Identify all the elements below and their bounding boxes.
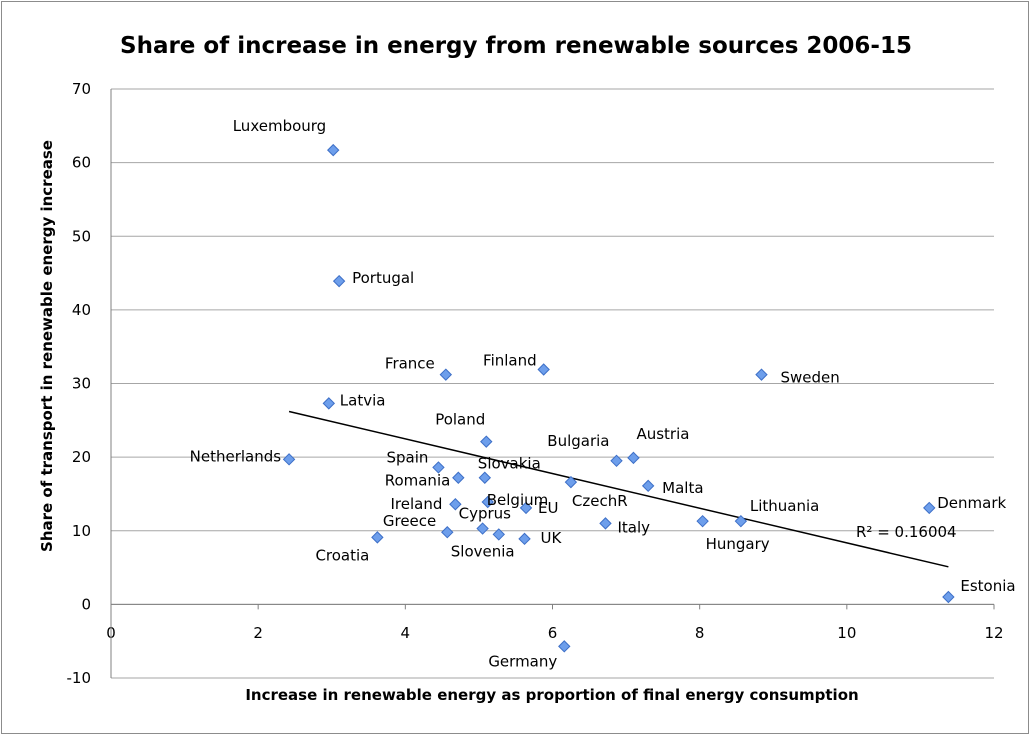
y-tick-label: 70	[72, 80, 91, 98]
point-sweden	[755, 368, 768, 381]
y-tick-label: 20	[72, 448, 91, 466]
point-label-belgium: Belgium	[487, 491, 549, 509]
point-germany	[558, 640, 571, 653]
y-tick-label: 30	[72, 375, 91, 393]
point-finland	[537, 363, 550, 376]
point-hungary	[696, 514, 709, 528]
x-tick-label: 8	[695, 624, 705, 642]
point-label-slovenia: Slovenia	[451, 542, 515, 560]
y-tick-label: 50	[72, 227, 91, 245]
point-label-italy: Italy	[617, 518, 650, 536]
x-tick-label: 2	[253, 624, 263, 642]
point-luxembourg	[327, 143, 340, 157]
x-tick-label: 10	[837, 624, 856, 642]
point-label-lithuania: Lithuania	[750, 497, 819, 515]
point-czechr	[564, 475, 578, 489]
point-france	[439, 368, 453, 381]
point-lithuania	[734, 514, 748, 528]
point-label-poland: Poland	[435, 411, 485, 429]
point-label-austria: Austria	[636, 425, 689, 443]
point-label-portugal: Portugal	[352, 269, 414, 287]
point-eu	[519, 501, 533, 515]
point-label-denmark: Denmark	[937, 494, 1006, 512]
chart-title: Share of increase in energy from renewab…	[120, 33, 912, 59]
y-tick-label: 40	[72, 301, 91, 319]
point-cyprus	[476, 522, 489, 535]
point-greece	[441, 526, 454, 539]
y-tick-label: 10	[72, 522, 91, 540]
y-axis-ticks: -10 0 10 20 30 40 50 60 70	[67, 80, 92, 687]
point-slovenia	[492, 528, 505, 541]
point-label-france: France	[385, 355, 435, 373]
point-label-germany: Germany	[488, 652, 557, 670]
r-squared-label: R² = 0.16004	[856, 523, 957, 541]
point-portugal	[332, 274, 346, 288]
point-uk	[518, 532, 531, 546]
point-label-hungary: Hungary	[706, 535, 770, 553]
point-spain	[432, 461, 445, 474]
point-label-romania: Romania	[385, 472, 451, 490]
gridlines	[111, 88, 994, 679]
point-labels: Luxembourg Portugal France Finland Sweden Lat…	[190, 117, 1016, 670]
x-tick-label: 12	[984, 624, 1003, 642]
point-malta	[641, 479, 655, 493]
point-belgium	[481, 495, 494, 509]
point-label-bulgaria: Bulgaria	[547, 432, 609, 450]
point-label-ireland: Ireland	[390, 495, 442, 513]
point-ireland	[449, 498, 462, 511]
y-tick-label: -10	[67, 669, 92, 687]
point-label-sweden: Sweden	[780, 369, 839, 387]
point-denmark	[923, 501, 936, 515]
point-label-cyprus: Cyprus	[459, 505, 512, 523]
point-label-czechr: CzechR	[572, 492, 628, 510]
point-label-spain: Spain	[387, 448, 429, 466]
y-tick-label: 0	[81, 595, 91, 613]
point-label-uk: UK	[541, 529, 563, 547]
point-label-netherlands: Netherlands	[190, 447, 282, 465]
point-poland	[480, 435, 493, 448]
point-italy	[599, 517, 612, 530]
point-label-eu: EU	[538, 499, 558, 517]
point-netherlands	[282, 453, 296, 466]
point-bulgaria	[610, 454, 623, 468]
point-label-croatia: Croatia	[315, 546, 369, 564]
point-label-estonia: Estonia	[960, 577, 1015, 595]
y-tick-label: 60	[72, 154, 91, 172]
point-slovakia	[478, 471, 492, 484]
point-croatia	[371, 531, 384, 544]
point-label-greece: Greece	[383, 512, 436, 530]
data-points	[282, 143, 955, 653]
point-austria	[627, 451, 640, 465]
x-tick-label: 6	[548, 624, 558, 642]
x-tick-label: 4	[401, 624, 411, 642]
point-label-malta: Malta	[662, 479, 703, 497]
x-axis-ticks: 0 2 4 6 8 10 12	[106, 604, 1004, 642]
x-axis-title: Increase in renewable energy as proporti…	[245, 686, 858, 704]
point-latvia	[322, 397, 336, 410]
y-axis-title: Share of transport in renewable energy i…	[38, 140, 56, 552]
point-label-slovakia: Slovakia	[478, 455, 541, 473]
point-romania	[452, 471, 465, 484]
point-estonia	[942, 590, 955, 604]
point-label-luxembourg: Luxembourg	[233, 117, 327, 135]
point-label-finland: Finland	[483, 352, 537, 370]
trendline	[288, 410, 949, 568]
point-label-latvia: Latvia	[340, 391, 386, 409]
